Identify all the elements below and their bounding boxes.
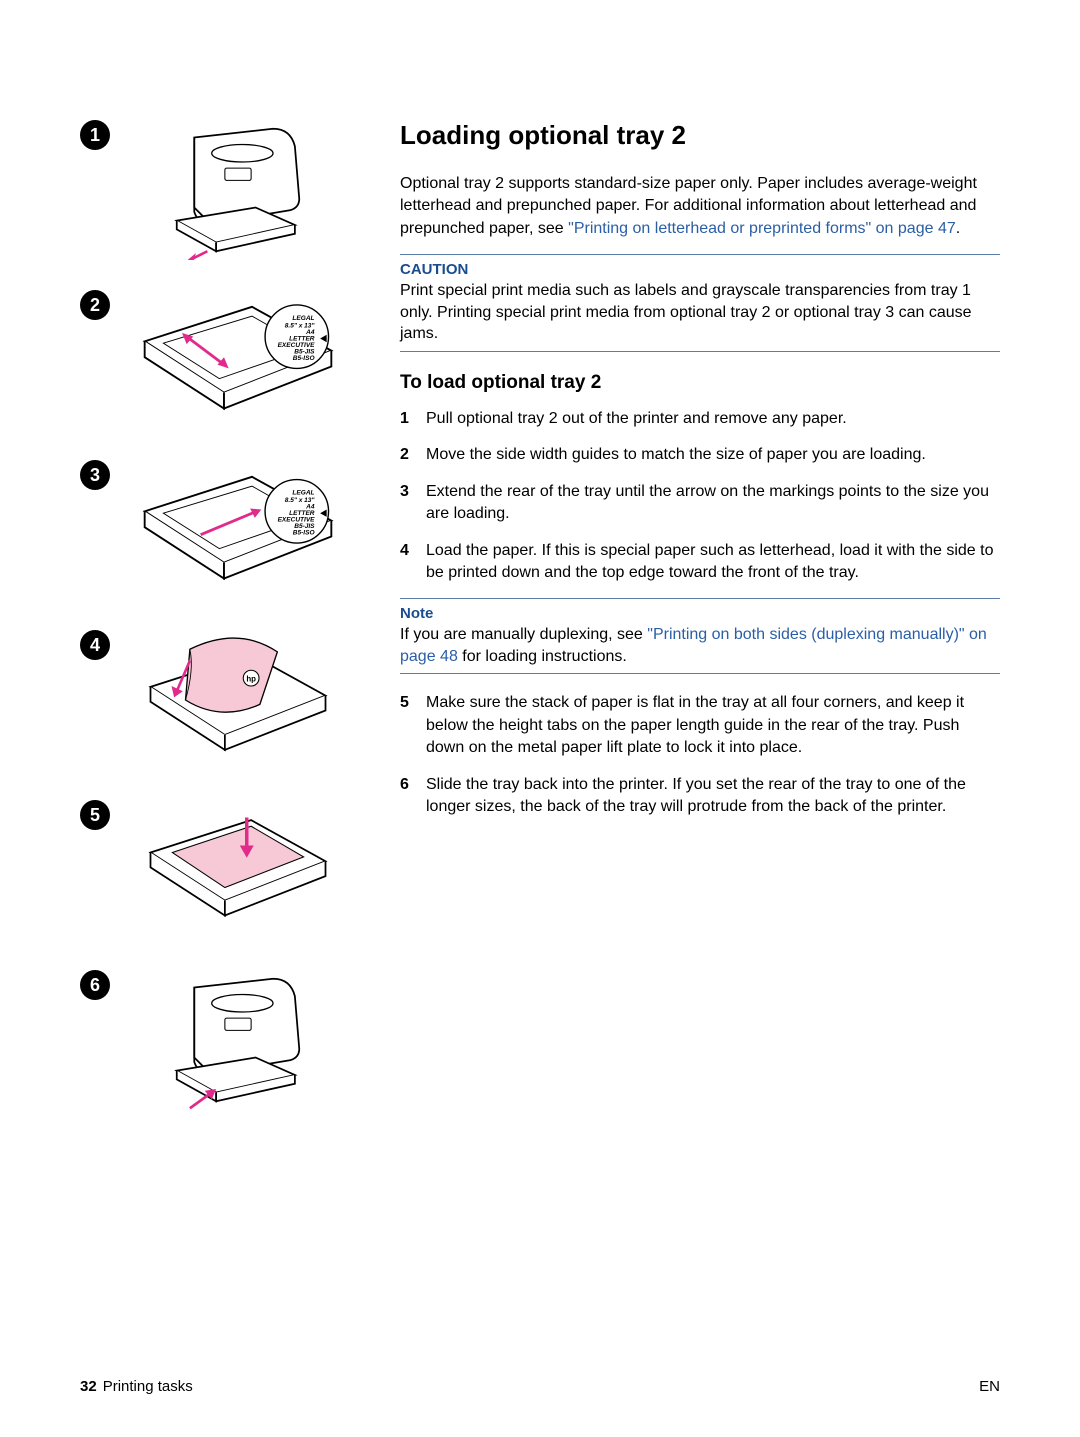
size-label: LEGAL: [292, 490, 314, 497]
step-4: 4Load the paper. If this is special pape…: [400, 540, 1000, 585]
note-block: Note If you are manually duplexing, see …: [400, 598, 1000, 674]
step-2: 2Move the side width guides to match the…: [400, 444, 1000, 466]
size-label: LEGAL: [292, 315, 314, 322]
figure-marker-5: 5: [80, 800, 110, 830]
figure-2: 2 LEGAL 8.5" x 13": [80, 290, 370, 430]
figure-3-image: LEGAL 8.5" x 13" A4 LETTER EXECUTIVE B5-…: [128, 460, 348, 600]
figure-4: 4 hp: [80, 630, 370, 770]
step-6: 6Slide the tray back into the printer. I…: [400, 774, 1000, 819]
figure-6: 6: [80, 970, 370, 1110]
note-rule-top: [400, 598, 1000, 599]
intro-link[interactable]: "Printing on letterhead or preprinted fo…: [568, 220, 956, 237]
figure-1-image: [128, 120, 348, 260]
figure-marker-6: 6: [80, 970, 110, 1000]
intro-paragraph: Optional tray 2 supports standard-size p…: [400, 173, 1000, 240]
page-footer: 32 Printing tasks EN: [80, 1378, 1000, 1395]
step-3: 3Extend the rear of the tray until the a…: [400, 481, 1000, 526]
caution-text: Print special print media such as labels…: [400, 280, 1000, 345]
figure-marker-3: 3: [80, 460, 110, 490]
figure-5: 5: [80, 800, 370, 940]
figure-3: 3 LEGAL 8.5" x 13" A4 LETT: [80, 460, 370, 600]
page-title: Loading optional tray 2: [400, 120, 1000, 151]
note-rule-bottom: [400, 673, 1000, 674]
page-number: 32: [80, 1378, 97, 1395]
footer-section: Printing tasks: [103, 1378, 193, 1395]
figure-6-image: [128, 970, 348, 1110]
caution-rule-top: [400, 254, 1000, 255]
subheading: To load optional tray 2: [400, 372, 1000, 394]
step-5: 5Make sure the stack of paper is flat in…: [400, 692, 1000, 759]
footer-left: 32 Printing tasks: [80, 1378, 193, 1395]
figure-marker-2: 2: [80, 290, 110, 320]
figure-column: 1 2: [80, 120, 370, 1110]
size-label: B5-ISO: [293, 355, 315, 362]
figure-marker-1: 1: [80, 120, 110, 150]
size-label: B5-ISO: [293, 530, 315, 537]
intro-tail: .: [956, 220, 960, 237]
steps-list-1: 1Pull optional tray 2 out of the printer…: [400, 408, 1000, 584]
caution-rule-bottom: [400, 351, 1000, 352]
text-column: Loading optional tray 2 Optional tray 2 …: [390, 120, 1000, 1110]
steps-list-2: 5Make sure the stack of paper is flat in…: [400, 692, 1000, 818]
figure-5-image: [128, 800, 348, 940]
figure-4-image: hp: [128, 630, 348, 770]
svg-text:hp: hp: [246, 675, 256, 684]
footer-lang: EN: [979, 1378, 1000, 1395]
caution-heading: CAUTION: [400, 261, 1000, 278]
step-1: 1Pull optional tray 2 out of the printer…: [400, 408, 1000, 430]
note-body: If you are manually duplexing, see "Prin…: [400, 624, 1000, 667]
figure-2-image: LEGAL 8.5" x 13" A4 LETTER EXECUTIVE B5-…: [128, 290, 348, 430]
figure-1: 1: [80, 120, 370, 260]
figure-marker-4: 4: [80, 630, 110, 660]
note-heading: Note: [400, 605, 1000, 622]
